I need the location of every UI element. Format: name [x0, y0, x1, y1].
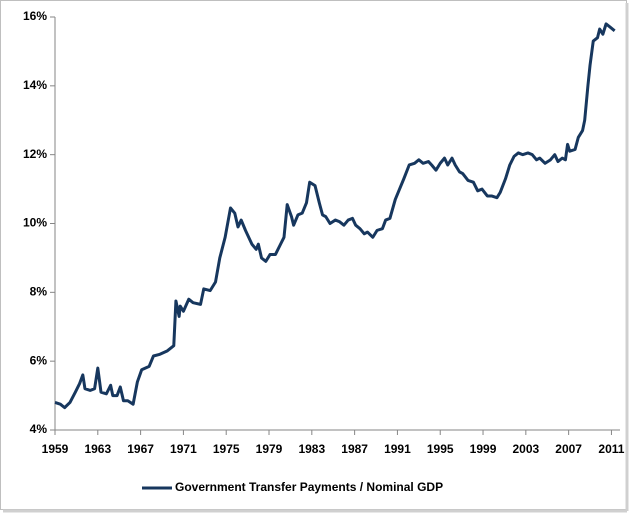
y-tick-label: 8%: [30, 285, 48, 299]
x-tick-label: 1963: [84, 442, 111, 456]
x-tick-label: 1959: [42, 442, 69, 456]
y-tick-label: 10%: [23, 216, 47, 230]
y-tick-label: 4%: [30, 422, 48, 436]
x-tick-label: 1967: [127, 442, 154, 456]
y-tick-label: 6%: [30, 353, 48, 367]
x-tick-label: 1991: [384, 442, 411, 456]
x-tick-label: 1987: [341, 442, 368, 456]
x-tick-label: 1971: [170, 442, 197, 456]
y-tick-label: 14%: [23, 78, 47, 92]
y-tick-label: 12%: [23, 147, 47, 161]
x-tick-label: 1975: [213, 442, 240, 456]
x-tick-label: 2003: [512, 442, 539, 456]
data-line: [54, 22, 616, 410]
x-tick-label: 1999: [470, 442, 497, 456]
x-tick-label: 1983: [298, 442, 325, 456]
y-tick-label: 16%: [23, 9, 47, 23]
x-tick-label: 1995: [427, 442, 454, 456]
x-tick-label: 2007: [555, 442, 582, 456]
legend-label: Government Transfer Payments / Nominal G…: [175, 480, 443, 494]
x-tick-label: 1979: [256, 442, 283, 456]
x-tick-label: 2011: [598, 442, 624, 456]
